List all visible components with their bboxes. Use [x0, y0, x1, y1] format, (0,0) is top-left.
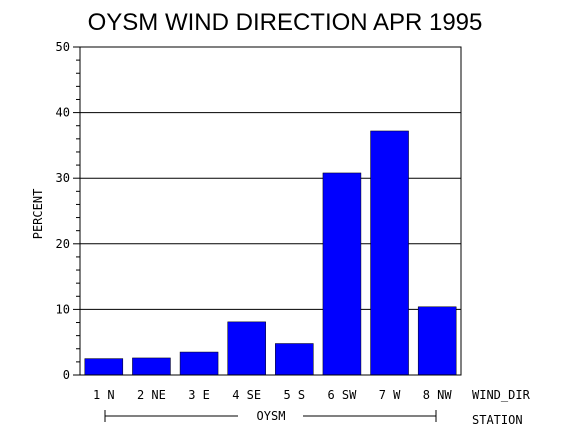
bar: [84, 358, 124, 376]
y-tick-label: 50: [56, 40, 70, 54]
y-axis-label: PERCENT: [31, 189, 45, 240]
y-axis-ticks: 0 10 20 30 40 50: [56, 40, 80, 382]
x-tick-label: 5 S: [283, 388, 305, 402]
y-tick-label: 40: [56, 106, 70, 120]
station-axis-label: STATION: [472, 413, 523, 427]
bar: [179, 351, 219, 376]
y-tick-label: 10: [56, 302, 70, 316]
chart-title: OYSM WIND DIRECTION APR 1995: [88, 9, 483, 36]
x-axis-label: WIND_DIR: [472, 388, 531, 402]
bar: [322, 172, 362, 376]
x-tick-label: 6 SW: [327, 388, 357, 402]
plot-frame: [79, 46, 462, 376]
x-tick-label: 7 W: [379, 388, 401, 402]
bars: [84, 130, 457, 376]
bar: [370, 130, 409, 376]
station-group-bracket: OYSM: [104, 409, 437, 423]
x-tick-label: 1 N: [93, 388, 115, 402]
x-axis-labels: 1 N 2 NE 3 E 4 SE 5 S 6 SW 7 W 8 NW: [93, 388, 452, 402]
bar: [417, 306, 457, 376]
y-tick-label: 30: [56, 171, 70, 185]
y-tick-label: 0: [63, 368, 70, 382]
x-tick-label: 8 NW: [423, 388, 453, 402]
bar: [227, 321, 266, 376]
station-group-label: OYSM: [257, 409, 286, 423]
y-tick-label: 20: [56, 237, 70, 251]
x-tick-label: 4 SE: [232, 388, 261, 402]
bar: [132, 357, 171, 376]
bar: [275, 343, 314, 376]
x-tick-label: 2 NE: [137, 388, 166, 402]
x-tick-label: 3 E: [188, 388, 210, 402]
